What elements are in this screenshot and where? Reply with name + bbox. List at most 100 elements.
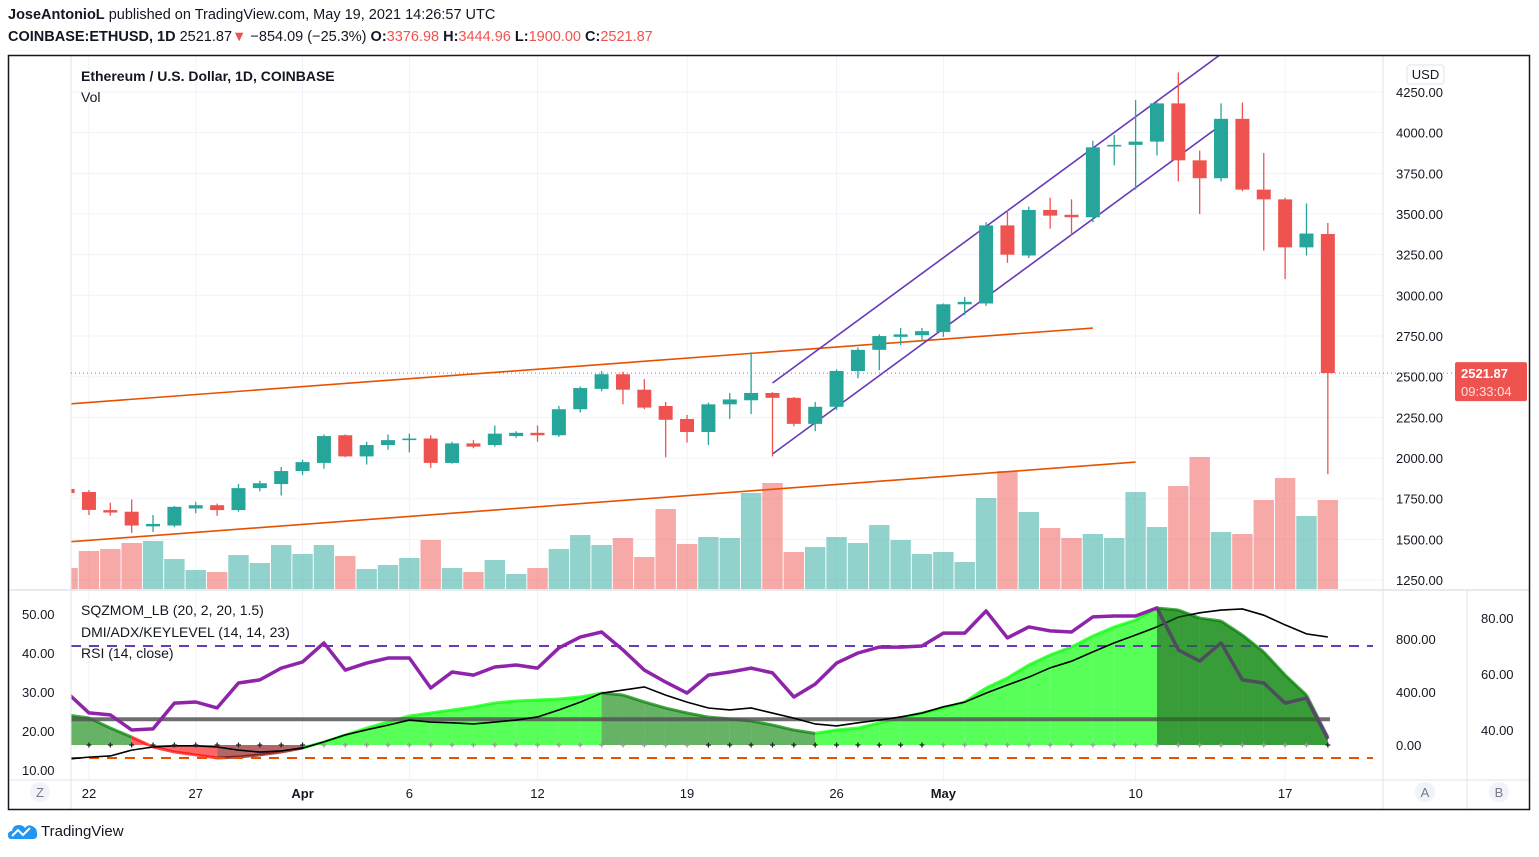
channel-line[interactable] [772,54,1221,384]
candle-body[interactable] [188,505,203,509]
candle-body[interactable] [423,438,438,463]
time-tick-label: 17 [1278,786,1292,801]
candle-body[interactable] [316,436,331,463]
dmi-legend[interactable]: DMI/ADX/KEYLEVEL (14, 14, 23) [81,624,290,640]
candle-body[interactable] [61,488,75,494]
candle-body[interactable] [509,432,524,437]
candle-body[interactable] [744,392,759,401]
squeeze-dot [663,742,669,748]
axes: 4250.00 4000.00 3750.00 3500.00 3250.00 3000.… [8,56,1530,810]
candle-body[interactable] [1256,189,1271,200]
candle-body[interactable] [402,438,417,441]
candle-body[interactable] [573,388,588,410]
main-legend[interactable]: Ethereum / U.S. Dollar, 1D, COINBASE [81,68,335,84]
candle-body[interactable] [915,331,929,336]
candle-body[interactable] [530,432,545,436]
candle-body[interactable] [551,409,566,436]
axis-b-button-label: B [1495,785,1504,800]
volume-legend[interactable]: Vol [81,89,100,105]
candle-body[interactable] [637,389,652,408]
candle-body[interactable] [1320,234,1335,374]
candle-body[interactable] [1299,233,1314,248]
volume-bar [634,557,655,589]
volume-bar [1189,457,1210,589]
candle-body[interactable] [146,523,161,527]
rsi-legend[interactable]: RSI (14, close) [81,645,174,661]
candle-body[interactable] [808,406,823,424]
squeeze-dot [855,742,861,748]
candle-body[interactable] [957,301,972,305]
candle-body[interactable] [81,492,96,510]
candle-body[interactable] [1278,199,1293,248]
candle-body[interactable] [829,370,844,407]
candle-body[interactable] [252,483,267,489]
squeeze-momentum-area [1028,655,1051,745]
squeeze-momentum-area [751,721,773,745]
candle-body[interactable] [893,334,908,337]
candle-body[interactable] [445,443,460,463]
currency-button[interactable] [1406,64,1445,85]
candle-body[interactable] [210,505,225,511]
candle-body[interactable] [1214,118,1229,179]
candle-body[interactable] [1085,147,1100,218]
candle-body[interactable] [1235,118,1250,190]
axis-a-tick-label: 0.00 [1396,738,1421,753]
candle-body[interactable] [872,336,887,350]
candle-body[interactable] [487,433,502,446]
candle-body[interactable] [1064,214,1079,218]
candle-body[interactable] [615,374,630,390]
candle-body[interactable] [1021,209,1036,256]
candle-body[interactable] [274,471,289,485]
candle-body[interactable] [1192,160,1207,179]
axis-b-button[interactable] [1489,782,1509,802]
candle-body[interactable] [701,404,716,433]
channel-line[interactable] [772,124,1222,455]
candle-body[interactable] [295,462,310,472]
candle-body[interactable] [359,445,374,457]
candle-body[interactable] [1128,141,1143,145]
last-price: 2521.87 [179,29,233,45]
candle-body[interactable] [231,488,246,511]
squeeze-momentum-line [814,728,837,735]
volume-series [71,457,1339,589]
price-tick-label: 2750.00 [1396,329,1443,344]
volume-bar [271,545,292,589]
tradingview-logo[interactable]: TradingView [8,822,124,840]
squeeze-dot [834,742,840,748]
candle-body[interactable] [124,511,139,526]
candle-body[interactable] [1149,103,1164,142]
candle-body[interactable] [936,304,951,332]
drawings[interactable] [68,54,1222,543]
zoom-reset-button[interactable] [30,782,50,802]
candle-body[interactable] [338,435,353,457]
candle-body[interactable] [167,506,182,526]
candle-body[interactable] [381,440,395,446]
trend-line[interactable] [68,461,1136,543]
candle-body[interactable] [680,418,695,433]
candle-body[interactable] [466,443,481,447]
candle-body[interactable] [658,405,673,420]
axis-a-button[interactable] [1415,782,1435,802]
squeeze-momentum-line [686,711,709,719]
author-name[interactable]: JoseAntonioL [8,7,105,23]
volume-bar [1061,538,1082,589]
candle-body[interactable] [1107,144,1122,147]
squeeze-momentum-area [1285,675,1307,745]
candle-body[interactable] [1171,103,1186,161]
candle-body[interactable] [722,399,737,405]
sqzmom-legend[interactable]: SQZMOM_LB (20, 2, 20, 1.5) [81,602,264,618]
candle-body[interactable] [765,392,780,398]
candle-body[interactable] [1043,209,1058,216]
squeeze-momentum-line [1241,633,1265,654]
squeeze-momentum-area [879,717,901,745]
price-tick-label: 2500.00 [1396,370,1443,385]
candle-body[interactable] [786,397,801,424]
squeeze-dot [1090,742,1096,748]
candle-body[interactable] [979,225,994,304]
candle-body[interactable] [103,510,118,513]
candle-body[interactable] [594,374,609,389]
candle-body[interactable] [850,349,865,371]
candle-body[interactable] [1000,225,1015,255]
volume-bar [548,549,570,589]
